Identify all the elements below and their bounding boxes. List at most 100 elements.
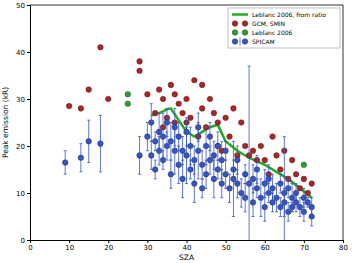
point xyxy=(78,155,84,161)
point xyxy=(223,148,229,154)
y-tick-label: 40 xyxy=(16,49,25,57)
x-tick-label: 60 xyxy=(261,244,270,252)
error-cap xyxy=(79,143,82,144)
x-tick-label: 40 xyxy=(183,244,192,252)
error-cap xyxy=(185,117,188,118)
error-cap xyxy=(212,197,215,198)
point xyxy=(203,143,209,149)
point xyxy=(250,148,256,154)
error-cap xyxy=(259,216,262,217)
point xyxy=(168,82,174,88)
error-cap xyxy=(271,211,274,212)
error-cap xyxy=(295,183,298,184)
point xyxy=(172,92,178,98)
point xyxy=(164,143,170,149)
point xyxy=(160,157,166,163)
error-cap xyxy=(189,178,192,179)
point xyxy=(309,204,315,210)
point xyxy=(203,171,209,177)
point xyxy=(250,176,256,182)
point xyxy=(254,186,260,192)
error-cap xyxy=(220,141,223,142)
error-cap xyxy=(64,174,67,175)
y-tick: 10 xyxy=(16,190,30,198)
point xyxy=(137,153,143,159)
error-cap xyxy=(232,141,235,142)
x-tick-mark xyxy=(343,240,344,243)
legend-swatch xyxy=(232,13,248,16)
point xyxy=(289,204,295,210)
legend-swatch xyxy=(232,30,238,36)
point xyxy=(148,153,154,159)
series-group xyxy=(66,45,314,196)
point xyxy=(207,157,213,163)
x-tick-label: 50 xyxy=(222,244,231,252)
point xyxy=(184,96,190,102)
point xyxy=(285,209,291,215)
point xyxy=(278,167,284,173)
point xyxy=(180,148,186,154)
point xyxy=(105,96,111,102)
y-tick-mark xyxy=(27,146,30,147)
y-tick-mark xyxy=(27,52,30,53)
point xyxy=(199,82,205,88)
error-cap xyxy=(162,113,165,114)
error-cap xyxy=(173,108,176,109)
point xyxy=(86,87,92,93)
point xyxy=(192,157,198,163)
error-cap xyxy=(189,127,192,128)
error-cap xyxy=(236,174,239,175)
point xyxy=(207,96,213,102)
error-cap xyxy=(216,131,219,132)
point xyxy=(270,186,276,192)
y-tick: 40 xyxy=(16,49,30,57)
error-cap xyxy=(302,221,305,222)
point xyxy=(242,143,248,149)
point xyxy=(246,181,252,187)
point xyxy=(274,195,280,201)
error-cap xyxy=(177,122,180,123)
point xyxy=(156,148,162,154)
error-cap xyxy=(244,164,247,165)
point xyxy=(176,101,182,107)
error-cap xyxy=(232,216,235,217)
error-cap xyxy=(275,211,278,212)
y-tick: 0 xyxy=(21,237,30,245)
x-tick-mark xyxy=(304,240,305,243)
point xyxy=(78,106,84,112)
point xyxy=(211,110,217,116)
y-tick: 20 xyxy=(16,143,30,151)
x-axis-title: SZA xyxy=(179,253,195,262)
error-cap xyxy=(240,178,243,179)
point xyxy=(211,176,217,182)
point xyxy=(301,162,307,168)
x-tick-label: 80 xyxy=(339,244,348,252)
x-tick: 10 xyxy=(65,240,74,252)
legend-swatch xyxy=(232,21,238,27)
point xyxy=(262,204,268,210)
point xyxy=(227,134,233,140)
error-cap xyxy=(138,174,141,175)
legend-swatch xyxy=(242,39,248,45)
error-cap xyxy=(287,178,290,179)
frame-top xyxy=(30,5,343,6)
point xyxy=(258,143,264,149)
point xyxy=(192,181,198,187)
x-tick: 70 xyxy=(300,240,309,252)
legend-label: SPICAM xyxy=(252,38,275,45)
point xyxy=(195,124,201,130)
error-cap xyxy=(169,160,172,161)
point xyxy=(145,92,151,98)
legend-label: Leblanc 2006 xyxy=(252,29,293,36)
point xyxy=(231,106,237,112)
error-cap xyxy=(298,216,301,217)
point xyxy=(148,120,154,126)
y-axis-line xyxy=(27,6,31,241)
error-cap xyxy=(158,164,161,165)
x-tick: 60 xyxy=(261,240,270,252)
error-cap xyxy=(255,183,258,184)
error-cap xyxy=(236,146,239,147)
point xyxy=(219,181,225,187)
point xyxy=(137,59,143,65)
point xyxy=(215,143,221,149)
